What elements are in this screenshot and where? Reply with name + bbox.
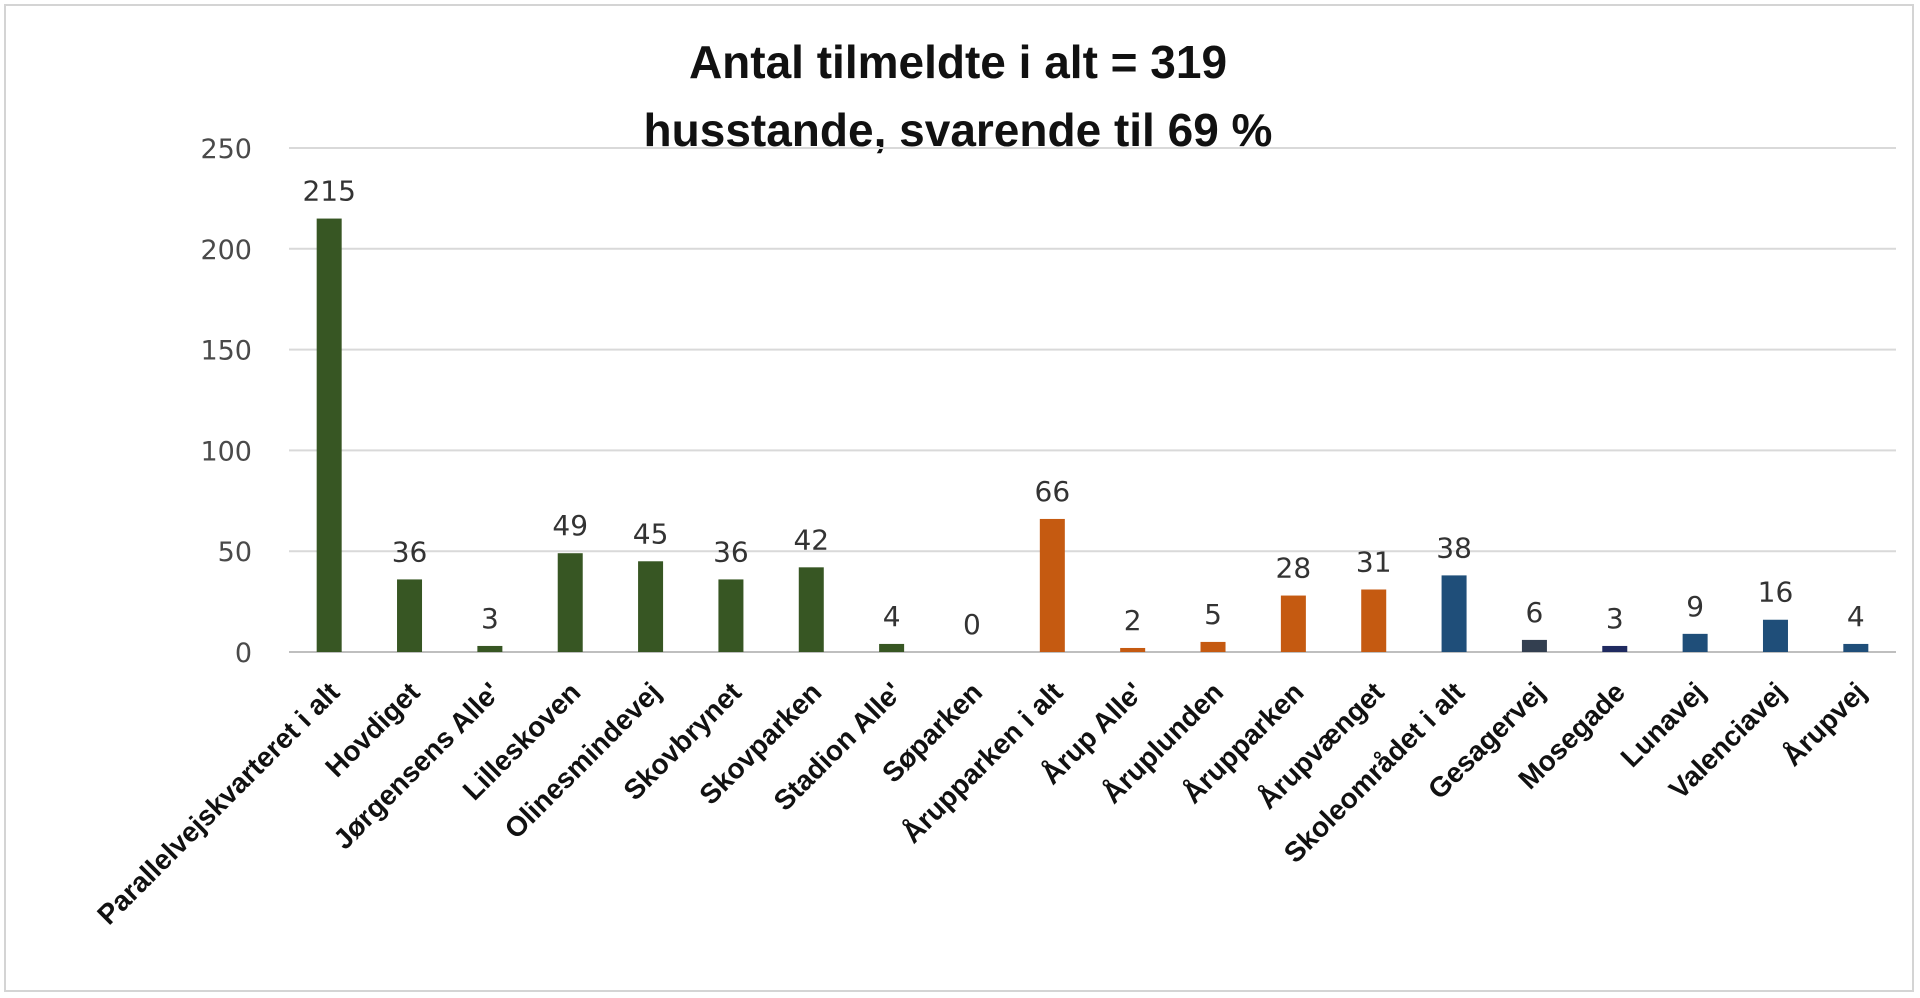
data-label: 3: [481, 602, 499, 635]
chart-title: Antal tilmeldte i alt = 319: [689, 36, 1227, 88]
bar: [1602, 645, 1628, 652]
bar: [1521, 639, 1547, 652]
bar: [1762, 619, 1788, 652]
bar: [1039, 518, 1065, 652]
bar: [879, 643, 905, 652]
bar: [1280, 595, 1306, 652]
bar: [477, 645, 503, 652]
bar: [718, 579, 744, 652]
x-category-label: Parallelvejskvarteret i alt: [91, 676, 345, 930]
data-label: 36: [392, 535, 428, 568]
x-category-label: Årupvej: [1776, 676, 1872, 772]
bar: [638, 561, 664, 652]
bar: [1843, 643, 1869, 652]
y-tick-label: 100: [200, 436, 252, 467]
bar: [1200, 641, 1226, 652]
bar-chart: Antal tilmeldte i alt = 319 husstande, s…: [91, 36, 1896, 930]
data-label: 49: [552, 509, 588, 542]
data-label: 9: [1686, 590, 1704, 623]
bar: [1120, 647, 1146, 652]
bar: [316, 218, 342, 652]
bar: [557, 553, 583, 652]
bar: [397, 579, 423, 652]
data-label: 45: [633, 517, 669, 550]
chart-frame: Antal tilmeldte i alt = 319 husstande, s…: [4, 4, 1914, 992]
x-axis-categories: Parallelvejskvarteret i altHovdigetJørge…: [91, 676, 1872, 930]
data-label: 2: [1124, 604, 1142, 637]
y-tick-label: 250: [200, 134, 252, 165]
data-label: 42: [793, 523, 829, 556]
bars: [316, 218, 1869, 652]
data-label: 3: [1606, 602, 1624, 635]
data-label: 16: [1758, 576, 1794, 609]
data-label: 28: [1276, 552, 1312, 585]
data-label: 66: [1035, 475, 1071, 508]
y-tick-label: 200: [200, 235, 252, 266]
data-label: 5: [1204, 598, 1222, 631]
data-label: 0: [963, 608, 981, 641]
bar: [1441, 575, 1467, 652]
data-label: 4: [1847, 600, 1865, 633]
y-tick-label: 150: [200, 336, 252, 367]
y-tick-label: 0: [235, 638, 252, 669]
data-label: 38: [1436, 531, 1472, 564]
y-tick-label: 50: [218, 537, 252, 568]
data-label: 4: [883, 600, 901, 633]
y-axis-ticks: 0 50 100 150 200 250: [200, 134, 252, 669]
data-label: 215: [302, 175, 355, 208]
data-label: 6: [1526, 596, 1544, 629]
bar: [1361, 589, 1387, 652]
gridlines: [289, 147, 1896, 653]
data-label: 36: [713, 535, 749, 568]
bar: [1682, 633, 1708, 652]
data-label: 31: [1356, 546, 1392, 579]
bar: [798, 567, 824, 652]
